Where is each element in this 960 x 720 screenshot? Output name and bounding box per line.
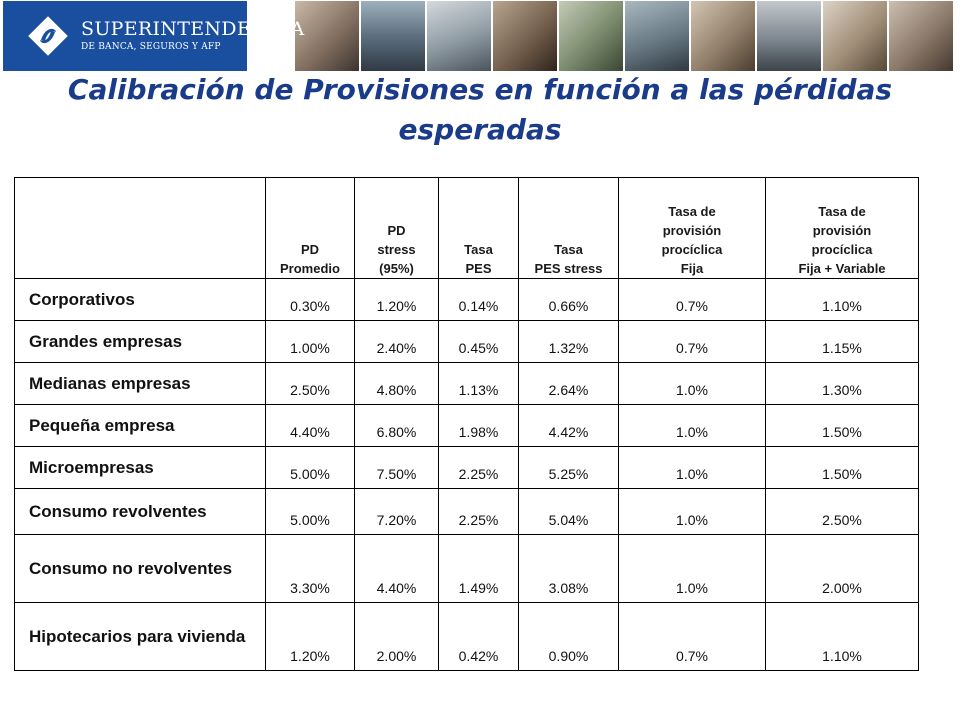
- cell-provision-fija: 1.0%: [618, 488, 766, 535]
- row-label: Consumo revolventes: [14, 488, 266, 535]
- cell-tasa-pes: 0.14%: [438, 278, 519, 321]
- banner-photo: [295, 1, 359, 71]
- cell-provision-fija: 0.7%: [618, 602, 766, 671]
- cell-provision-fija-variable: 1.50%: [765, 404, 919, 447]
- row-label: Medianas empresas: [14, 362, 266, 405]
- banner-photo: [757, 1, 821, 71]
- cell-tasa-pes-stress: 4.42%: [518, 404, 619, 447]
- row-label: Consumo no revolventes: [14, 534, 266, 603]
- sbs-logo[interactable]: SUPERINTENDENCIA DE BANCA, SEGUROS Y AFP: [3, 1, 304, 71]
- cell-tasa-pes-stress: 0.66%: [518, 278, 619, 321]
- banner-photo: [559, 1, 623, 71]
- row-label: Microempresas: [14, 446, 266, 489]
- slide-title: Calibración de Provisiones en función a …: [67, 73, 893, 146]
- banner-photo: [889, 1, 953, 71]
- cell-pd-stress: 4.40%: [354, 534, 439, 603]
- header-banner: SUPERINTENDENCIA DE BANCA, SEGUROS Y AFP: [0, 0, 960, 72]
- cell-pd-promedio: 2.50%: [265, 362, 355, 405]
- cell-pd-stress: 6.80%: [354, 404, 439, 447]
- table-row: Medianas empresas 2.50% 4.80% 1.13% 2.64…: [14, 362, 919, 405]
- cell-provision-fija-variable: 1.10%: [765, 278, 919, 321]
- table-row: Microempresas 5.00% 7.50% 2.25% 5.25% 1.…: [14, 446, 919, 489]
- cell-provision-fija-variable: 1.50%: [765, 446, 919, 489]
- cell-provision-fija: 1.0%: [618, 404, 766, 447]
- cell-tasa-pes: 2.25%: [438, 446, 519, 489]
- cell-provision-fija: 0.7%: [618, 320, 766, 363]
- cell-pd-stress: 2.00%: [354, 602, 439, 671]
- cell-pd-promedio: 5.00%: [265, 488, 355, 535]
- cell-pd-promedio: 5.00%: [265, 446, 355, 489]
- header-provision-fija: Tasa de provisión procíclica Fija: [618, 177, 766, 279]
- logo-text: SUPERINTENDENCIA DE BANCA, SEGUROS Y AFP: [81, 20, 305, 52]
- cell-tasa-pes: 1.49%: [438, 534, 519, 603]
- row-label: Hipotecarios para vivienda: [14, 602, 266, 671]
- cell-provision-fija-variable: 1.10%: [765, 602, 919, 671]
- cell-pd-stress: 2.40%: [354, 320, 439, 363]
- cell-provision-fija: 1.0%: [618, 362, 766, 405]
- cell-pd-stress: 7.20%: [354, 488, 439, 535]
- header-tasa-pes: Tasa PES: [438, 177, 519, 279]
- cell-tasa-pes-stress: 1.32%: [518, 320, 619, 363]
- row-label: Grandes empresas: [14, 320, 266, 363]
- row-label: Corporativos: [14, 278, 266, 321]
- cell-provision-fija: 0.7%: [618, 278, 766, 321]
- header-corner: [14, 177, 266, 279]
- cell-tasa-pes: 1.98%: [438, 404, 519, 447]
- cell-pd-promedio: 1.00%: [265, 320, 355, 363]
- table-row: Corporativos 0.30% 1.20% 0.14% 0.66% 0.7…: [14, 278, 919, 321]
- cell-provision-fija: 1.0%: [618, 534, 766, 603]
- cell-pd-promedio: 4.40%: [265, 404, 355, 447]
- table-header-row: PD Promedio PD stress (95%) Tasa PES Tasa PES…: [14, 177, 919, 279]
- banner-photo: [625, 1, 689, 71]
- cell-tasa-pes-stress: 2.64%: [518, 362, 619, 405]
- cell-provision-fija-variable: 1.30%: [765, 362, 919, 405]
- provisions-table: PD Promedio PD stress (95%) Tasa PES Tasa PES…: [14, 177, 919, 671]
- cell-tasa-pes: 2.25%: [438, 488, 519, 535]
- cell-pd-promedio: 3.30%: [265, 534, 355, 603]
- cell-tasa-pes: 0.42%: [438, 602, 519, 671]
- cell-pd-promedio: 1.20%: [265, 602, 355, 671]
- table-row: Hipotecarios para vivienda 1.20% 2.00% 0…: [14, 602, 919, 671]
- cell-tasa-pes-stress: 0.90%: [518, 602, 619, 671]
- cell-provision-fija-variable: 2.50%: [765, 488, 919, 535]
- cell-tasa-pes: 1.13%: [438, 362, 519, 405]
- cell-tasa-pes-stress: 5.04%: [518, 488, 619, 535]
- banner-photo: [493, 1, 557, 71]
- table-row: Grandes empresas 1.00% 2.40% 0.45% 1.32%…: [14, 320, 919, 363]
- header-tasa-pes-stress: Tasa PES stress: [518, 177, 619, 279]
- banner-photo: [427, 1, 491, 71]
- header-pd-promedio: PD Promedio: [265, 177, 355, 279]
- header-pd-stress: PD stress (95%): [354, 177, 439, 279]
- header-provision-fija-variable: Tasa de provisión procíclica Fija + Variabl…: [765, 177, 919, 279]
- cell-provision-fija-variable: 1.15%: [765, 320, 919, 363]
- cell-pd-stress: 1.20%: [354, 278, 439, 321]
- banner-photo: [823, 1, 887, 71]
- cell-pd-promedio: 0.30%: [265, 278, 355, 321]
- cell-tasa-pes: 0.45%: [438, 320, 519, 363]
- table-row: Consumo no revolventes 3.30% 4.40% 1.49%…: [14, 534, 919, 603]
- cell-tasa-pes-stress: 3.08%: [518, 534, 619, 603]
- brand-name: SUPERINTENDENCIA: [81, 18, 305, 40]
- banner-photo: [691, 1, 755, 71]
- cell-provision-fija: 1.0%: [618, 446, 766, 489]
- cell-provision-fija-variable: 2.00%: [765, 534, 919, 603]
- cell-pd-stress: 7.50%: [354, 446, 439, 489]
- brand-subtitle: DE BANCA, SEGUROS Y AFP: [81, 42, 221, 52]
- table-row: Pequeña empresa 4.40% 6.80% 1.98% 4.42% …: [14, 404, 919, 447]
- banner-photo: [361, 1, 425, 71]
- row-label: Pequeña empresa: [14, 404, 266, 447]
- banner-photo-strip: [295, 1, 955, 71]
- cell-tasa-pes-stress: 5.25%: [518, 446, 619, 489]
- table-row: Consumo revolventes 5.00% 7.20% 2.25% 5.…: [14, 488, 919, 535]
- sbs-logo-mark-icon: [25, 13, 71, 59]
- cell-pd-stress: 4.80%: [354, 362, 439, 405]
